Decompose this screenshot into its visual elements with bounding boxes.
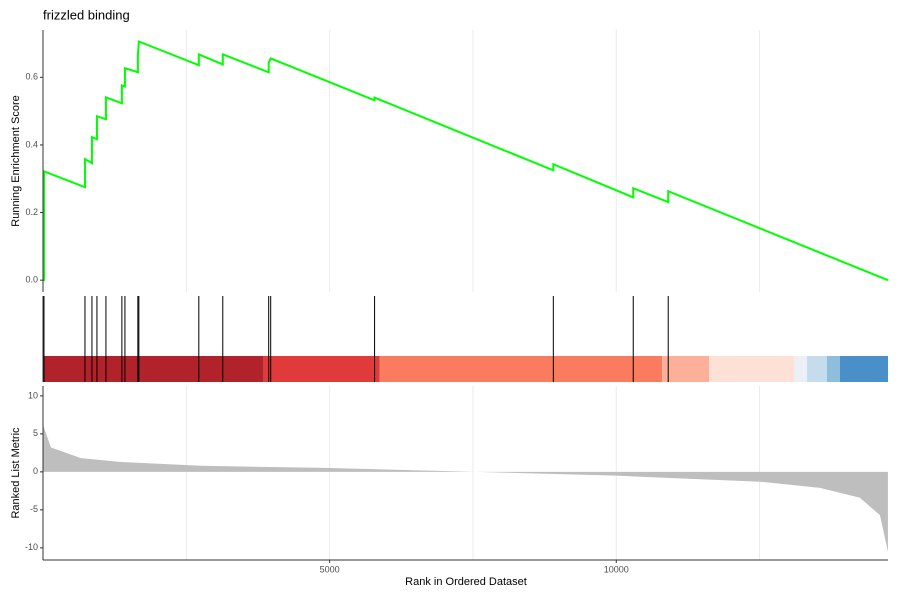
y-axis-label: Running Enrichment Score [10, 95, 22, 226]
y-tick-label: 0.2 [25, 207, 38, 217]
rank-band [839, 356, 888, 382]
y-tick-label: 0.0 [25, 275, 38, 285]
x-tick-label: 5000 [320, 564, 340, 574]
rank-band [43, 356, 264, 382]
rank-band [709, 356, 795, 382]
y-tick-label: -10 [25, 542, 38, 552]
y-tick-label: 0 [33, 466, 38, 476]
rank-band [807, 356, 828, 382]
running-es-line [42, 40, 889, 282]
chart-title: frizzled binding [43, 7, 130, 22]
y-tick-label: 5 [33, 428, 38, 438]
ranked-metric-area [43, 424, 888, 552]
rank-band [662, 356, 710, 382]
y-tick-label: 0.4 [25, 139, 38, 149]
x-tick-label: 10000 [604, 564, 629, 574]
x-axis-label: Rank in Ordered Dataset [405, 576, 527, 588]
rank-band [263, 356, 380, 382]
rank-band [794, 356, 808, 382]
y-tick-label: -5 [30, 504, 38, 514]
rank-band [379, 356, 663, 382]
rank-band [827, 356, 840, 382]
y-tick-label: 10 [28, 390, 38, 400]
y-axis-label: Ranked List Metric [10, 427, 22, 519]
y-tick-label: 0.6 [25, 72, 38, 82]
